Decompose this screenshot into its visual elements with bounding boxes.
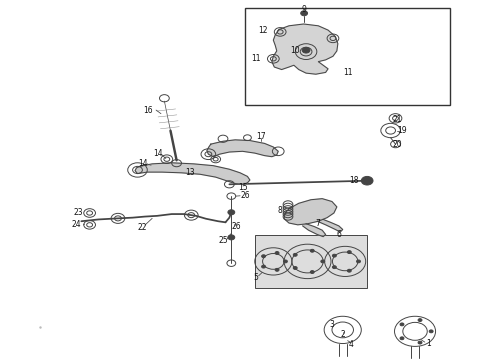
- Circle shape: [418, 319, 422, 321]
- Text: 15: 15: [238, 183, 248, 192]
- Text: 3: 3: [330, 320, 334, 329]
- Circle shape: [429, 330, 433, 333]
- Text: 23: 23: [73, 208, 83, 217]
- Text: 26: 26: [240, 191, 250, 200]
- Polygon shape: [135, 163, 250, 184]
- Bar: [245, 8, 450, 105]
- Text: 21: 21: [392, 114, 402, 123]
- Circle shape: [400, 323, 404, 326]
- Circle shape: [347, 269, 351, 272]
- Text: 8: 8: [278, 206, 283, 215]
- Text: 4: 4: [349, 340, 354, 349]
- Circle shape: [400, 337, 404, 340]
- Text: 12: 12: [258, 26, 268, 35]
- Text: 14: 14: [153, 149, 163, 158]
- Circle shape: [228, 210, 235, 215]
- Text: 17: 17: [256, 132, 266, 141]
- Polygon shape: [272, 24, 338, 74]
- Circle shape: [275, 269, 279, 271]
- Circle shape: [310, 271, 314, 274]
- Text: 24: 24: [72, 220, 81, 229]
- Text: 7: 7: [315, 219, 320, 228]
- Text: 10: 10: [291, 46, 300, 55]
- Circle shape: [228, 235, 235, 240]
- Text: 20: 20: [392, 140, 402, 149]
- Circle shape: [302, 47, 310, 53]
- Circle shape: [275, 252, 279, 255]
- Polygon shape: [318, 220, 343, 232]
- Circle shape: [262, 265, 266, 268]
- Text: 5: 5: [254, 273, 259, 282]
- Text: 11: 11: [251, 54, 261, 63]
- Circle shape: [347, 251, 351, 253]
- Text: 25: 25: [218, 237, 228, 246]
- Text: 19: 19: [397, 126, 407, 135]
- Text: 22: 22: [138, 223, 147, 232]
- Circle shape: [332, 254, 336, 257]
- Circle shape: [301, 11, 308, 16]
- Text: 14: 14: [139, 159, 148, 168]
- Circle shape: [357, 260, 361, 263]
- Circle shape: [332, 266, 336, 269]
- Text: 9: 9: [302, 5, 307, 14]
- Circle shape: [321, 260, 325, 263]
- Text: 1: 1: [426, 339, 431, 348]
- Bar: [255, 234, 367, 288]
- Circle shape: [262, 255, 266, 258]
- Text: 13: 13: [185, 168, 195, 177]
- Polygon shape: [303, 224, 326, 237]
- Circle shape: [293, 253, 297, 256]
- Circle shape: [293, 266, 297, 269]
- Circle shape: [310, 249, 314, 252]
- Text: 18: 18: [349, 176, 358, 185]
- Text: 11: 11: [343, 68, 352, 77]
- Circle shape: [283, 260, 287, 263]
- Polygon shape: [207, 140, 278, 157]
- Text: 26: 26: [231, 222, 241, 231]
- Circle shape: [418, 341, 422, 344]
- Polygon shape: [284, 199, 337, 225]
- Text: 16: 16: [144, 105, 153, 114]
- Text: 6: 6: [336, 230, 341, 239]
- Circle shape: [361, 176, 373, 185]
- Text: 2: 2: [341, 330, 345, 339]
